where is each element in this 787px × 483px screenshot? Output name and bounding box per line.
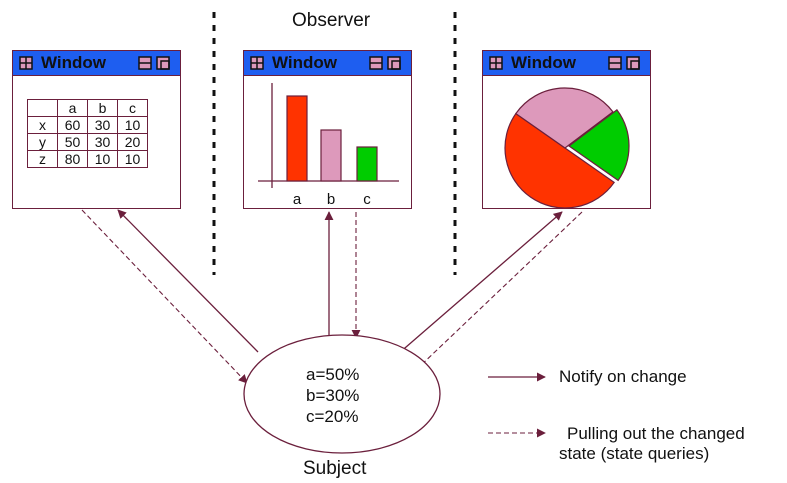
table-header-cell: b <box>87 99 118 117</box>
bar-label-a: a <box>293 191 302 208</box>
window-menu-icon[interactable] <box>19 56 33 70</box>
table-cell: 20 <box>117 133 148 151</box>
pie-chart <box>504 87 630 209</box>
table-row-label: z <box>27 150 58 168</box>
window-title: Window <box>41 53 106 72</box>
observer-label: Observer <box>292 10 371 31</box>
subject-state-c: c=20% <box>306 407 359 426</box>
bar-a <box>286 95 308 182</box>
window-maximize-icon[interactable] <box>626 56 640 70</box>
window-titlebar[interactable]: Window <box>244 51 411 76</box>
legend-pull-text-line2: state (state queries) <box>559 444 710 463</box>
table-row: z 80 10 10 <box>27 150 148 168</box>
subject-state-a: a=50% <box>306 365 360 384</box>
window-title: Window <box>272 53 337 72</box>
pull-arrow-table <box>81 209 248 384</box>
notify-arrow-pie <box>397 211 563 355</box>
bar-label-c: c <box>363 191 371 208</box>
table-header-cell: c <box>117 99 148 117</box>
subject-label: Subject <box>303 458 367 479</box>
table-cell: 10 <box>87 150 118 168</box>
pie-slice-a <box>504 112 615 209</box>
table-cell: 30 <box>87 133 118 151</box>
subject-state-b: b=30% <box>306 386 360 405</box>
legend-pull-text-line1: Pulling out the changed <box>567 424 745 443</box>
window-menu-icon[interactable] <box>489 56 503 70</box>
bar-b <box>320 129 342 182</box>
table-cell: 50 <box>57 133 88 151</box>
table-observer-window: Window a b c x 60 30 10 y 50 30 20 <box>12 50 181 209</box>
table-row-label: y <box>27 133 58 151</box>
window-maximize-icon[interactable] <box>156 56 170 70</box>
pie-slice-b <box>515 87 614 149</box>
bar-chart: a b c <box>258 83 399 208</box>
table-cell: 80 <box>57 150 88 168</box>
table-cell: 60 <box>57 116 88 134</box>
table-cell: 30 <box>87 116 118 134</box>
bar-chart-observer-window: Window a b c <box>243 50 412 209</box>
window-titlebar[interactable]: Window <box>13 51 180 76</box>
pull-arrow-pie <box>417 211 583 369</box>
table-cell: 10 <box>117 116 148 134</box>
bar-c <box>356 146 378 182</box>
window-minimize-icon[interactable] <box>138 56 152 70</box>
window-minimize-icon[interactable] <box>369 56 383 70</box>
table-header-row: a b c <box>27 99 148 117</box>
legend-notify-text: Notify on change <box>559 367 687 386</box>
table-row: x 60 30 10 <box>27 116 148 134</box>
table-cell: 10 <box>117 150 148 168</box>
pie-slice-c <box>567 109 630 182</box>
table-header-cell: a <box>57 99 88 117</box>
table-header-cell <box>27 99 58 117</box>
window-title: Window <box>511 53 576 72</box>
table-row: y 50 30 20 <box>27 133 148 151</box>
window-menu-icon[interactable] <box>250 56 264 70</box>
data-table: a b c x 60 30 10 y 50 30 20 z 80 10 10 <box>27 99 148 168</box>
subject-ellipse <box>243 334 441 454</box>
bar-label-b: b <box>327 191 335 208</box>
table-row-label: x <box>27 116 58 134</box>
window-minimize-icon[interactable] <box>608 56 622 70</box>
pie-chart-observer-window: Window <box>482 50 651 209</box>
window-maximize-icon[interactable] <box>387 56 401 70</box>
window-titlebar[interactable]: Window <box>483 51 650 76</box>
notify-arrow-table <box>117 209 259 353</box>
